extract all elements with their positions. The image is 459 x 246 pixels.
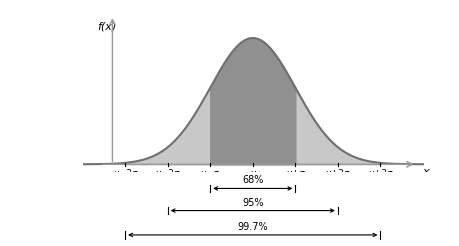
Text: μ+σ: μ+σ	[286, 169, 305, 178]
Text: μ−3σ: μ−3σ	[113, 169, 138, 178]
Text: μ: μ	[250, 169, 256, 178]
Text: 68%: 68%	[242, 175, 263, 185]
Text: 99.7%: 99.7%	[237, 222, 268, 232]
Text: f(x): f(x)	[97, 21, 117, 31]
Text: 95%: 95%	[242, 198, 263, 208]
Text: μ−σ: μ−σ	[201, 169, 220, 178]
Text: x: x	[422, 167, 429, 177]
Text: μ+3σ: μ+3σ	[368, 169, 393, 178]
Text: μ+2σ: μ+2σ	[325, 169, 350, 178]
Text: μ−2σ: μ−2σ	[156, 169, 180, 178]
